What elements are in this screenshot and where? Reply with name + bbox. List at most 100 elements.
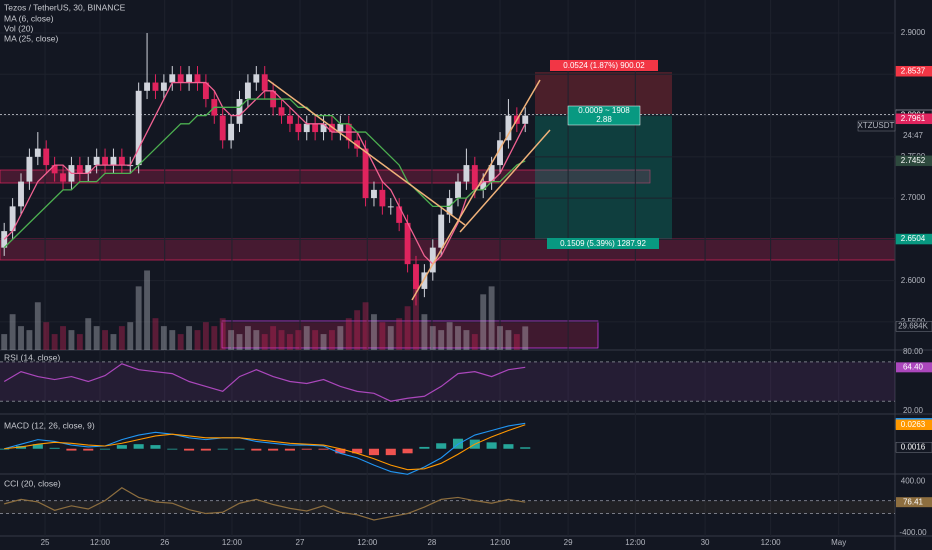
price-tag-box — [895, 233, 932, 245]
candle-body — [110, 156, 117, 166]
volume-bar — [522, 326, 529, 350]
candle-body — [177, 74, 184, 83]
symbol: Tezos / TetherUS, 30, BINANCE — [4, 2, 126, 12]
volume-bar — [387, 326, 394, 350]
target-zone — [535, 114, 672, 240]
candle-body — [34, 148, 41, 157]
x-tick-label: 12:00 — [625, 538, 646, 547]
volume-bar — [337, 326, 344, 350]
volume-bar — [26, 330, 33, 350]
histogram-bar — [150, 445, 161, 449]
volume-bar — [497, 326, 503, 350]
histogram-bar — [49, 447, 60, 449]
candle-body — [60, 173, 66, 182]
volume-bar — [295, 330, 302, 350]
volume-bar — [278, 330, 285, 350]
volume-bar — [118, 326, 125, 350]
histogram-bar — [217, 448, 228, 450]
y-tick-label: 80.00 — [903, 347, 924, 356]
volume-bar — [60, 326, 66, 350]
candle-body — [371, 189, 377, 199]
y-tick-label: 2.6000 — [901, 276, 926, 285]
candle-body — [354, 140, 361, 149]
histogram-bar — [284, 448, 295, 451]
y-tick-label: 20.00 — [903, 406, 924, 415]
band — [0, 500, 895, 514]
candle-body — [118, 156, 125, 166]
price-tag-box — [895, 442, 932, 453]
volume-bar — [446, 322, 453, 350]
candle-body — [194, 74, 201, 83]
volume-bar — [303, 326, 310, 350]
histogram-bar — [234, 448, 245, 450]
zone — [0, 169, 651, 184]
volume-bar — [421, 314, 428, 350]
volume-bar — [102, 330, 108, 350]
volume-bar — [253, 330, 260, 350]
candle-body — [362, 148, 369, 199]
volume-bar — [135, 286, 142, 350]
volume-bar — [43, 322, 50, 350]
candle-body — [471, 165, 478, 190]
candle-body — [51, 165, 58, 174]
price-tag: 0.0016 — [901, 442, 926, 451]
histogram-bar — [352, 448, 363, 454]
x-tick-label: 25 — [41, 538, 50, 547]
candle-body — [286, 115, 293, 124]
candle-body — [438, 214, 445, 248]
histogram-bar — [335, 448, 346, 454]
volume-bar — [404, 306, 411, 350]
volume-bar — [329, 330, 335, 350]
histogram-bar — [251, 448, 262, 451]
candle-body — [396, 206, 403, 223]
candle-body — [160, 82, 167, 91]
histogram-bar — [116, 445, 127, 449]
price-tag: 2.7961 — [901, 114, 926, 123]
histogram-bar — [66, 448, 77, 451]
candle-body — [455, 181, 461, 199]
candle-body — [278, 107, 285, 116]
line — [4, 487, 526, 521]
candle-body — [312, 123, 319, 133]
histogram-bar — [520, 447, 531, 449]
histogram-bar — [83, 448, 94, 451]
volume-bar — [438, 330, 445, 350]
candle-body — [152, 82, 159, 91]
volume-bar — [236, 334, 243, 350]
volume-bar — [202, 322, 209, 350]
histogram-bar — [184, 448, 195, 451]
volume-bar — [169, 330, 176, 350]
price-tag: 0.0263 — [901, 420, 926, 429]
histogram-bar — [368, 448, 380, 456]
x-tick-label: 27 — [296, 538, 305, 547]
volume-bar — [371, 314, 377, 350]
candle-body — [413, 264, 419, 289]
x-tick-label: 29 — [564, 538, 573, 547]
countdown: 24:47 — [903, 131, 924, 140]
volume-bar — [9, 314, 16, 350]
legend-entry: MA (6, close) — [4, 13, 54, 23]
trendline — [411, 79, 541, 301]
target-box — [547, 238, 659, 249]
stop-label: 0.0524 (1.87%) 900.02 — [563, 61, 645, 70]
candle-body — [9, 206, 16, 232]
volume-bar — [18, 326, 24, 350]
volume-bar — [513, 334, 520, 350]
volume-bar — [144, 270, 151, 350]
y-tick-label: -400.00 — [899, 528, 927, 537]
volume-bar — [379, 322, 386, 350]
x-tick-label: 12:00 — [490, 538, 511, 547]
pane-title: MACD (12, 26, close, 9) — [4, 420, 95, 430]
candle-body — [135, 90, 142, 166]
volume-bar — [505, 330, 512, 350]
price-tag: 76.41 — [903, 497, 924, 506]
legend-entry: MA (25, close) — [4, 33, 58, 43]
price-tag: 29.684K — [898, 321, 928, 330]
volume-bar — [68, 330, 75, 350]
trendline — [459, 129, 551, 233]
price-tag-box — [895, 155, 932, 167]
pane-title: RSI (14, close) — [4, 352, 60, 362]
histogram-bar — [32, 444, 43, 449]
